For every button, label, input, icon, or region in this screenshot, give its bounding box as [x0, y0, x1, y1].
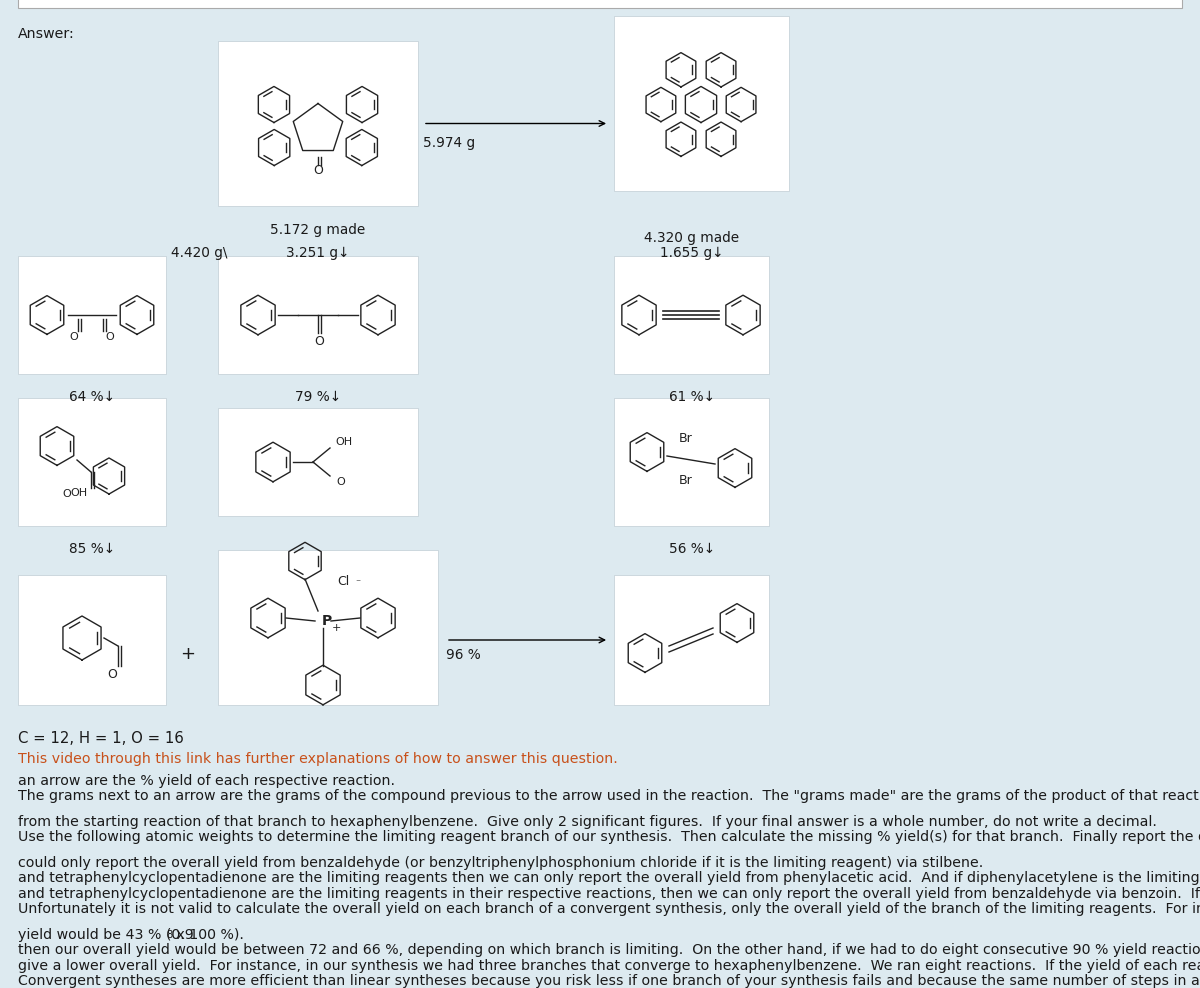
Text: C = 12, H = 1, O = 16: C = 12, H = 1, O = 16	[18, 730, 184, 746]
Text: OH: OH	[336, 437, 353, 447]
Text: 3.251 g↓: 3.251 g↓	[287, 246, 349, 260]
Text: O: O	[62, 489, 71, 499]
Text: Convergent syntheses are more efficient than linear syntheses because you risk l: Convergent syntheses are more efficient …	[18, 974, 1200, 988]
Text: O: O	[314, 335, 324, 348]
Text: and tetraphenylcyclopentadienone are the limiting reagents in their respective r: and tetraphenylcyclopentadienone are the…	[18, 886, 1200, 900]
Bar	[614, 256, 769, 374]
Bar	[18, 256, 166, 374]
Text: +: +	[180, 645, 196, 663]
Text: yield would be 43 % (0.9: yield would be 43 % (0.9	[18, 928, 193, 942]
Text: OH: OH	[71, 488, 88, 498]
Bar	[18, 398, 166, 526]
Text: O: O	[70, 332, 78, 342]
Text: P: P	[322, 614, 332, 628]
Text: 85 %↓: 85 %↓	[68, 542, 115, 556]
Text: Use the following atomic weights to determine the limiting reagent branch of our: Use the following atomic weights to dete…	[18, 830, 1200, 844]
Text: +: +	[331, 623, 341, 633]
Text: then our overall yield would be between 72 and 66 %, depending on which branch i: then our overall yield would be between …	[18, 943, 1200, 957]
Text: Answer:: Answer:	[18, 27, 74, 41]
Text: 4.420 g\: 4.420 g\	[172, 246, 228, 260]
Bar	[18, 575, 166, 705]
Text: 79 %↓: 79 %↓	[295, 390, 341, 404]
Bar	[614, 17, 790, 192]
Text: Br: Br	[679, 473, 692, 486]
Text: 5.172 g made: 5.172 g made	[270, 222, 366, 236]
Text: an arrow are the % yield of each respective reaction.: an arrow are the % yield of each respect…	[18, 774, 395, 787]
Bar	[218, 41, 418, 206]
Text: Br: Br	[679, 432, 692, 445]
Bar	[218, 256, 418, 374]
Text: The grams next to an arrow are the grams of the compound previous to the arrow u: The grams next to an arrow are the grams…	[18, 789, 1200, 803]
Bar	[218, 408, 418, 516]
Text: 56 %↓: 56 %↓	[668, 542, 715, 556]
Bar	[614, 398, 769, 526]
Text: 1.655 g↓: 1.655 g↓	[660, 246, 724, 260]
Bar	[18, 0, 1182, 9]
Text: 5.974 g: 5.974 g	[424, 136, 475, 150]
Text: from the starting reaction of that branch to hexaphenylbenzene.  Give only 2 sig: from the starting reaction of that branc…	[18, 814, 1157, 829]
Text: could only report the overall yield from benzaldehyde (or benzyltriphenylphospho: could only report the overall yield from…	[18, 856, 983, 869]
Text: Unfortunately it is not valid to calculate the overall yield on each branch of a: Unfortunately it is not valid to calcula…	[18, 902, 1200, 916]
Text: and tetraphenylcyclopentadienone are the limiting reagents then we can only repo: and tetraphenylcyclopentadienone are the…	[18, 871, 1200, 885]
Bar	[218, 550, 438, 705]
Text: give a lower overall yield.  For instance, in our synthesis we had three branche: give a lower overall yield. For instance…	[18, 958, 1200, 972]
Text: O: O	[107, 668, 116, 681]
Text: x 100 %).: x 100 %).	[172, 928, 244, 942]
Bar	[614, 575, 769, 705]
Text: O: O	[106, 332, 114, 342]
Text: 4.320 g made: 4.320 g made	[644, 230, 739, 244]
Text: This video through this link has further explanations of how to answer this ques: This video through this link has further…	[18, 752, 618, 766]
Text: 96 %: 96 %	[446, 648, 481, 662]
Text: 64 %↓: 64 %↓	[70, 390, 115, 404]
Text: 61 %↓: 61 %↓	[670, 390, 715, 404]
Text: Cl: Cl	[337, 574, 349, 588]
Text: ⁻: ⁻	[355, 578, 360, 588]
Text: O: O	[337, 477, 346, 487]
Text: 8: 8	[166, 930, 173, 940]
Text: O: O	[313, 164, 323, 177]
